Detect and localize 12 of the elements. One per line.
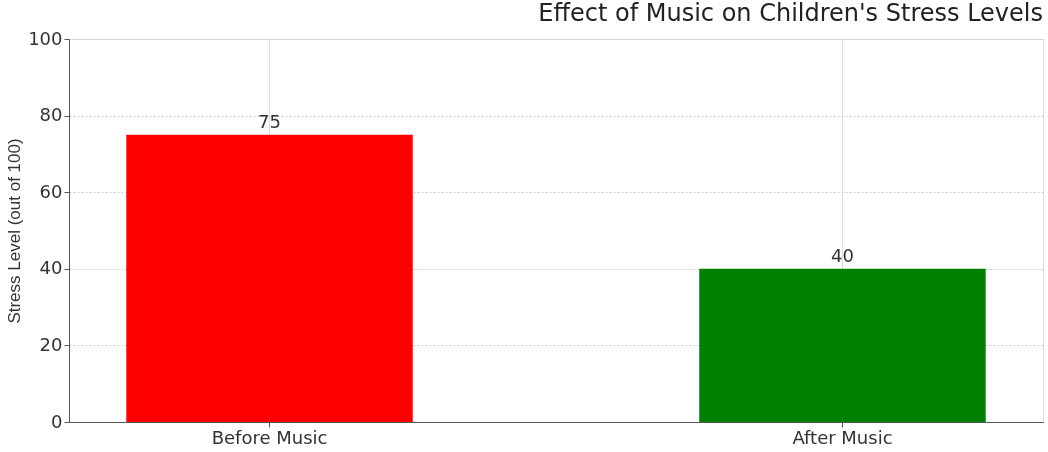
y-tick-label: 0 [51,410,63,432]
x-tick-label: Before Music [211,426,328,448]
chart-title: Effect of Music on Children's Stress Levels [538,0,1043,27]
data-label: 40 [831,244,854,266]
y-tick-label: 20 [39,333,63,355]
y-tick-label: 40 [39,257,63,279]
y-axis-title: Stress Level (out of 100) [5,138,25,324]
y-tick-label: 80 [39,104,63,126]
data-label: 75 [258,110,281,132]
y-tick-label: 100 [28,27,63,49]
y-tick-label: 60 [39,180,63,202]
x-tick-label: After Music [792,426,893,448]
